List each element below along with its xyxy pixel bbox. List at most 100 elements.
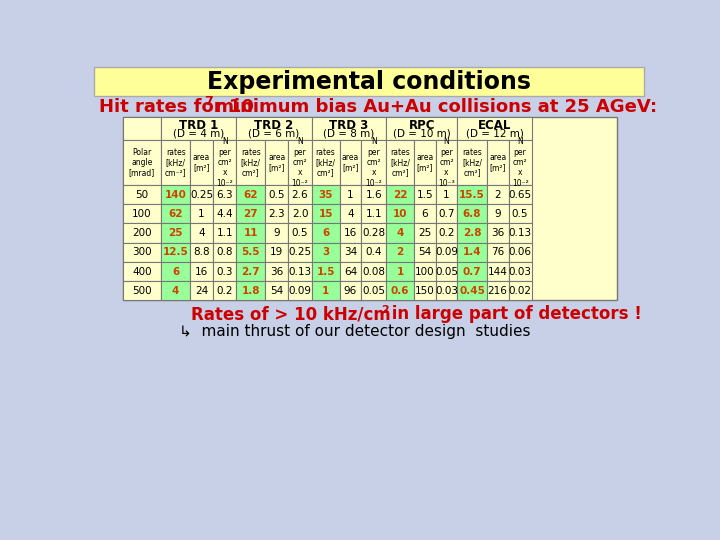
FancyBboxPatch shape — [340, 224, 361, 242]
Text: 216: 216 — [487, 286, 508, 296]
Text: 4: 4 — [198, 228, 205, 238]
FancyBboxPatch shape — [236, 117, 312, 140]
FancyBboxPatch shape — [161, 117, 236, 140]
FancyBboxPatch shape — [161, 242, 190, 262]
FancyBboxPatch shape — [265, 140, 289, 185]
Text: 0.13: 0.13 — [508, 228, 531, 238]
FancyBboxPatch shape — [414, 262, 436, 281]
Text: 16: 16 — [195, 267, 208, 276]
Text: 10: 10 — [392, 209, 408, 219]
FancyBboxPatch shape — [312, 204, 340, 224]
FancyBboxPatch shape — [122, 204, 161, 224]
Text: 1: 1 — [347, 190, 354, 200]
Text: 9: 9 — [274, 228, 280, 238]
Text: 0.05: 0.05 — [435, 267, 458, 276]
FancyBboxPatch shape — [289, 242, 312, 262]
Text: 8.8: 8.8 — [193, 247, 210, 257]
Text: 0.7: 0.7 — [438, 209, 455, 219]
FancyBboxPatch shape — [386, 281, 414, 300]
FancyBboxPatch shape — [312, 185, 340, 204]
FancyBboxPatch shape — [161, 140, 190, 185]
Text: Hit rates for 10: Hit rates for 10 — [99, 98, 254, 116]
Text: 62: 62 — [168, 209, 183, 219]
FancyBboxPatch shape — [340, 242, 361, 262]
FancyBboxPatch shape — [236, 242, 265, 262]
FancyBboxPatch shape — [213, 204, 236, 224]
Text: 36: 36 — [491, 228, 504, 238]
Text: 1.5: 1.5 — [416, 190, 433, 200]
FancyBboxPatch shape — [361, 281, 386, 300]
FancyBboxPatch shape — [190, 185, 213, 204]
FancyBboxPatch shape — [487, 204, 508, 224]
Text: 1: 1 — [198, 209, 205, 219]
FancyBboxPatch shape — [414, 242, 436, 262]
Text: 1.5: 1.5 — [316, 267, 335, 276]
FancyBboxPatch shape — [436, 140, 457, 185]
FancyBboxPatch shape — [289, 140, 312, 185]
Text: 76: 76 — [491, 247, 504, 257]
FancyBboxPatch shape — [190, 204, 213, 224]
Text: 62: 62 — [243, 190, 258, 200]
Text: 64: 64 — [343, 267, 357, 276]
Text: (D = 8 m): (D = 8 m) — [323, 129, 374, 139]
FancyBboxPatch shape — [265, 204, 289, 224]
FancyBboxPatch shape — [487, 242, 508, 262]
FancyBboxPatch shape — [457, 140, 487, 185]
FancyBboxPatch shape — [265, 281, 289, 300]
FancyBboxPatch shape — [190, 262, 213, 281]
Text: 4: 4 — [396, 228, 404, 238]
Text: 1.1: 1.1 — [365, 209, 382, 219]
Text: 2.0: 2.0 — [292, 209, 308, 219]
Text: 2.3: 2.3 — [269, 209, 285, 219]
FancyBboxPatch shape — [386, 242, 414, 262]
Text: 9: 9 — [495, 209, 501, 219]
FancyBboxPatch shape — [386, 262, 414, 281]
FancyBboxPatch shape — [312, 140, 340, 185]
FancyBboxPatch shape — [361, 262, 386, 281]
Text: (D = 10 m): (D = 10 m) — [393, 129, 451, 139]
FancyBboxPatch shape — [487, 140, 508, 185]
FancyBboxPatch shape — [312, 224, 340, 242]
FancyBboxPatch shape — [457, 242, 487, 262]
FancyBboxPatch shape — [161, 204, 190, 224]
FancyBboxPatch shape — [457, 224, 487, 242]
Text: N
per
cm²
x
10⁻²: N per cm² x 10⁻² — [217, 137, 233, 188]
FancyBboxPatch shape — [340, 262, 361, 281]
Text: 2: 2 — [495, 190, 501, 200]
FancyBboxPatch shape — [94, 67, 644, 96]
FancyBboxPatch shape — [236, 281, 265, 300]
Text: 100: 100 — [415, 267, 435, 276]
FancyBboxPatch shape — [361, 140, 386, 185]
Text: rates
[kHz/
cm²]: rates [kHz/ cm²] — [462, 148, 482, 178]
Text: (D = 12 m): (D = 12 m) — [466, 129, 523, 139]
Text: 1: 1 — [397, 267, 404, 276]
Text: 0.28: 0.28 — [362, 228, 385, 238]
FancyBboxPatch shape — [190, 281, 213, 300]
FancyBboxPatch shape — [289, 262, 312, 281]
Text: 144: 144 — [487, 267, 508, 276]
FancyBboxPatch shape — [414, 281, 436, 300]
Text: 500: 500 — [132, 286, 152, 296]
FancyBboxPatch shape — [487, 281, 508, 300]
Text: 15: 15 — [318, 209, 333, 219]
FancyBboxPatch shape — [386, 185, 414, 204]
Text: 6: 6 — [172, 267, 179, 276]
Text: 0.03: 0.03 — [508, 267, 531, 276]
FancyBboxPatch shape — [414, 140, 436, 185]
FancyBboxPatch shape — [265, 262, 289, 281]
FancyBboxPatch shape — [289, 281, 312, 300]
Text: 7: 7 — [204, 95, 212, 108]
FancyBboxPatch shape — [340, 185, 361, 204]
FancyBboxPatch shape — [122, 117, 161, 140]
Text: area
[m²]: area [m²] — [416, 153, 433, 172]
FancyBboxPatch shape — [386, 204, 414, 224]
Text: 16: 16 — [343, 228, 357, 238]
Text: 35: 35 — [318, 190, 333, 200]
Text: rates
[kHz/
cm²]: rates [kHz/ cm²] — [390, 148, 410, 178]
Text: 150: 150 — [415, 286, 435, 296]
FancyBboxPatch shape — [161, 281, 190, 300]
Text: ↳  main thrust of our detector design  studies: ↳ main thrust of our detector design stu… — [179, 323, 531, 339]
Text: 25: 25 — [168, 228, 183, 238]
Text: Polar
angle
[mrad]: Polar angle [mrad] — [129, 148, 155, 178]
FancyBboxPatch shape — [190, 140, 213, 185]
